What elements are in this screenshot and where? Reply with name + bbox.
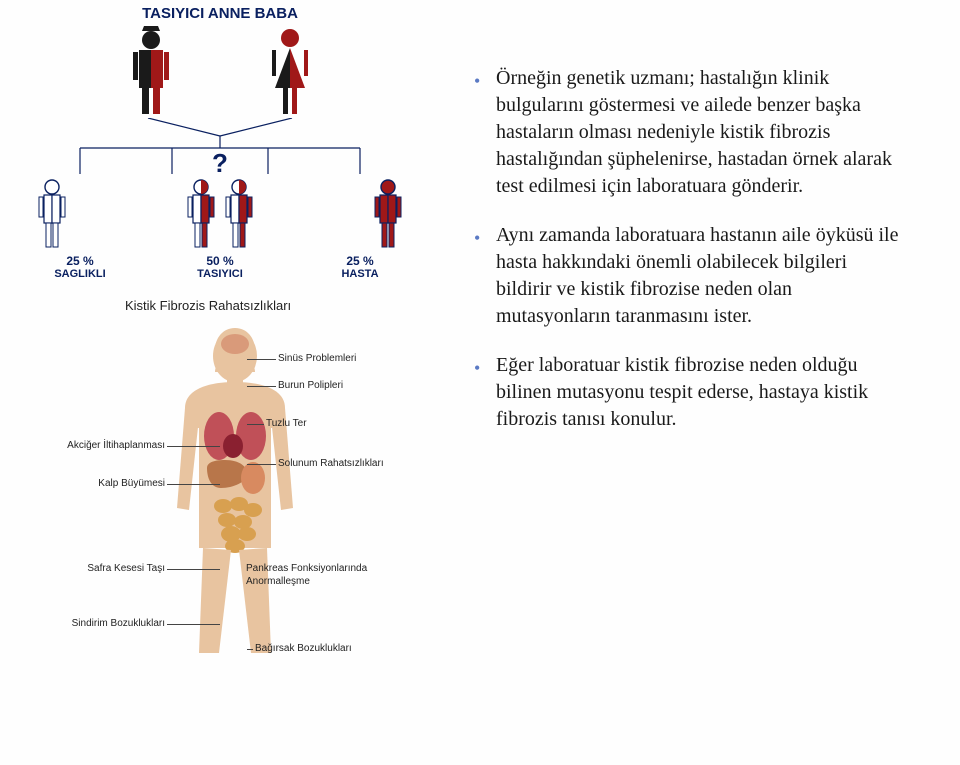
anatomy-label: Tuzlu Ter [266,418,307,429]
leader-line [247,386,276,387]
human-body-icon [175,328,295,658]
anatomy-label: Sinüs Problemleri [278,353,356,364]
anatomy-label: Solunum Rahatsızlıkları [278,458,384,469]
father-icon [124,26,178,116]
leader-line [167,569,220,570]
right-column: Örneğin genetik uzmanı; hastalığın klini… [445,0,960,765]
leader-line [167,624,220,625]
question-mark-icon: ? [212,148,228,178]
inheritance-figure: TASIYICI ANNE BABA [30,5,410,280]
child-icon [184,178,218,250]
leader-line [167,446,220,447]
child-group-healthy [35,178,69,250]
label-carrier: 50 % TASIYICI [160,254,280,280]
leader-line [167,484,220,485]
child-group-carrier [184,178,256,250]
inheritance-title: TASIYICI ANNE BABA [30,5,410,22]
anatomy-title: Kistik Fibrozis Rahatsızlıkları [125,298,291,313]
leader-line [247,424,264,425]
children-row [30,178,410,250]
anatomy-figure: Kistik Fibrozis Rahatsızlıkları [30,298,430,668]
leader-line [247,649,253,650]
label-healthy: 25 % SAGLIKLI [40,254,120,280]
anatomy-label: Sindirim Bozuklukları [72,618,165,629]
bullet-item: Örneğin genetik uzmanı; hastalığın klini… [470,65,905,200]
anatomy-label: Kalp Büyümesi [98,478,165,489]
child-icon [371,178,405,250]
slide-page: TASIYICI ANNE BABA [0,0,960,765]
parents-row [30,26,410,116]
child-group-affected [371,178,405,250]
anatomy-label: Anormalleşme [246,576,310,587]
label-affected: 25 % HASTA [320,254,400,280]
inheritance-connector: ? [30,118,410,178]
mother-icon [263,26,317,116]
bullet-list: Örneğin genetik uzmanı; hastalığın klini… [470,65,905,433]
mother-figure [263,26,317,116]
anatomy-label: Bağırsak Bozuklukları [255,643,352,654]
leader-line [247,359,276,360]
anatomy-label: Akciğer İltihaplanması [67,440,165,451]
inheritance-labels: 25 % SAGLIKLI 50 % TASIYICI 25 % HASTA [30,254,410,280]
leader-line [247,464,276,465]
child-icon [35,178,69,250]
anatomy-label: Pankreas Fonksiyonlarında [246,563,367,574]
anatomy-label: Burun Polipleri [278,380,343,391]
father-figure [124,26,178,116]
child-icon [222,178,256,250]
anatomy-label: Safra Kesesi Taşı [87,563,165,574]
left-column: TASIYICI ANNE BABA [0,0,445,765]
bullet-item: Eğer laboratuar kistik fibrozise neden o… [470,352,905,433]
bullet-item: Aynı zamanda laboratuara hastanın aile ö… [470,222,905,330]
